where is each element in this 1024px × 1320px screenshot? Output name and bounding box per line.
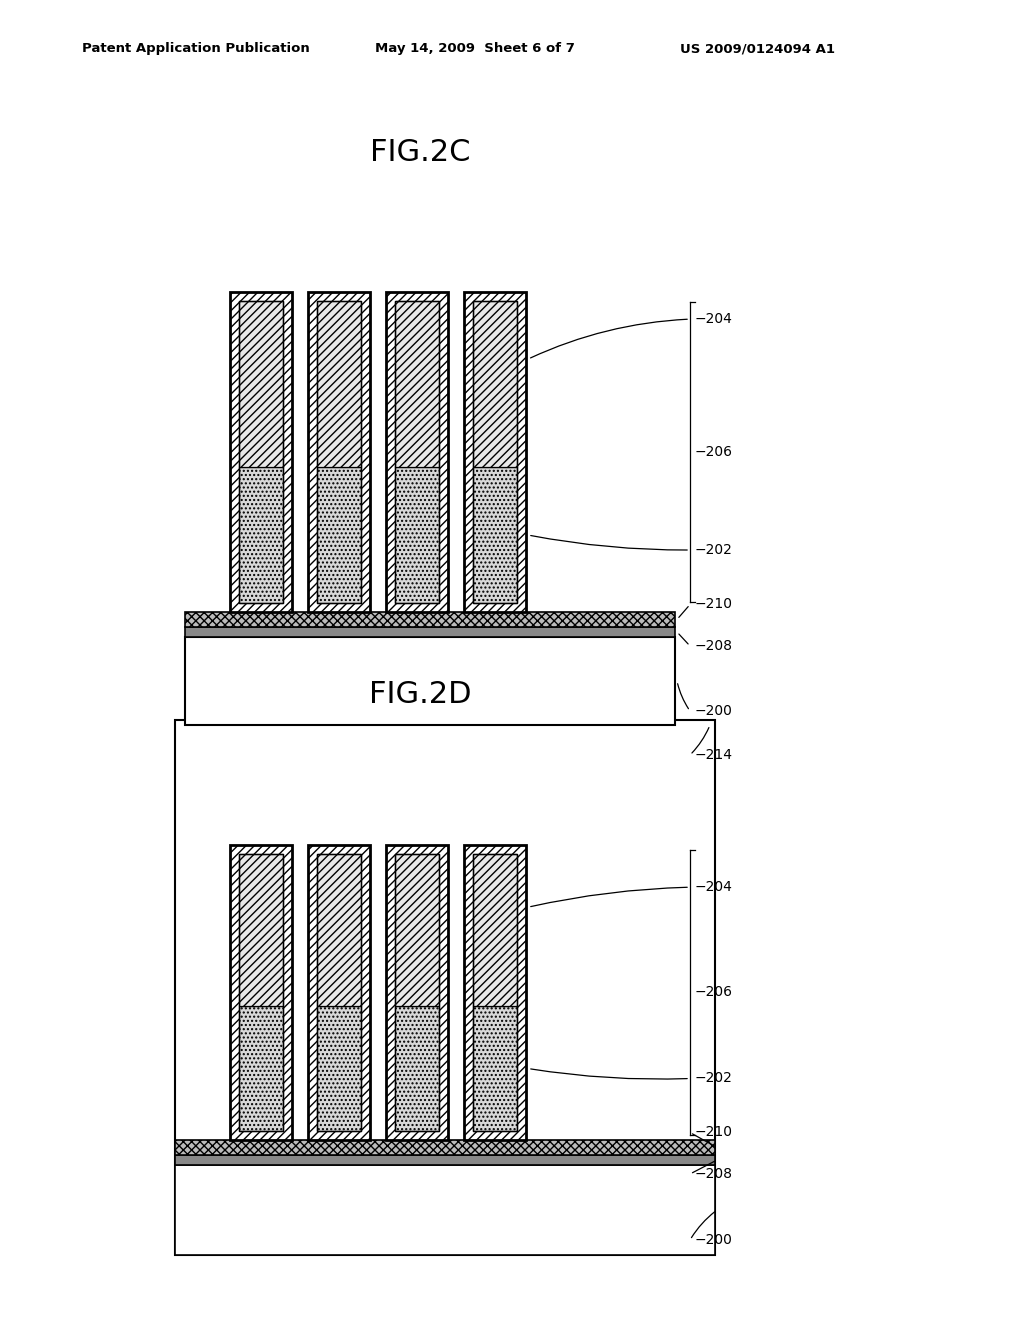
Text: −206: −206 xyxy=(695,445,733,459)
Bar xyxy=(175,1155,715,1166)
Bar xyxy=(317,301,361,467)
Text: −208: −208 xyxy=(695,1167,733,1181)
Bar xyxy=(308,292,370,612)
Bar xyxy=(386,845,449,1140)
Bar xyxy=(317,1006,361,1131)
Bar xyxy=(308,845,370,1140)
Bar xyxy=(317,854,361,1006)
Bar xyxy=(395,301,439,467)
Bar xyxy=(473,467,517,603)
Bar xyxy=(473,854,517,1006)
Bar xyxy=(473,301,517,467)
Bar xyxy=(239,467,283,603)
Bar xyxy=(230,845,292,1140)
Bar xyxy=(473,1006,517,1131)
Bar xyxy=(395,854,439,1131)
Text: FIG.2D: FIG.2D xyxy=(369,680,471,709)
Bar xyxy=(317,301,361,603)
Text: −200: −200 xyxy=(695,704,733,718)
Bar xyxy=(175,1166,715,1255)
Bar xyxy=(230,292,292,612)
Bar xyxy=(464,292,526,612)
Text: −210: −210 xyxy=(695,1126,733,1139)
Text: −204: −204 xyxy=(695,880,733,894)
Text: −200: −200 xyxy=(695,1233,733,1247)
Text: FIG.2C: FIG.2C xyxy=(370,139,470,168)
Text: −208: −208 xyxy=(695,639,733,653)
Text: −202: −202 xyxy=(695,1072,733,1085)
Text: Patent Application Publication: Patent Application Publication xyxy=(82,42,309,55)
Text: −210: −210 xyxy=(695,598,733,611)
Text: −206: −206 xyxy=(695,986,733,999)
Text: US 2009/0124094 A1: US 2009/0124094 A1 xyxy=(680,42,835,55)
Bar xyxy=(317,467,361,603)
Bar xyxy=(473,854,517,1131)
Bar xyxy=(185,627,675,638)
Bar xyxy=(395,854,439,1006)
Bar xyxy=(386,292,449,612)
Bar xyxy=(239,301,283,603)
Text: −214: −214 xyxy=(695,748,733,762)
Text: −202: −202 xyxy=(695,543,733,557)
Text: −204: −204 xyxy=(695,312,733,326)
Bar xyxy=(239,854,283,1006)
Bar xyxy=(185,638,675,725)
Bar xyxy=(185,612,675,627)
Bar xyxy=(395,301,439,603)
Bar xyxy=(317,854,361,1131)
Bar xyxy=(473,301,517,603)
Bar xyxy=(464,845,526,1140)
Bar xyxy=(239,301,283,467)
Text: May 14, 2009  Sheet 6 of 7: May 14, 2009 Sheet 6 of 7 xyxy=(375,42,574,55)
Bar xyxy=(395,467,439,603)
Bar xyxy=(239,854,283,1131)
Bar xyxy=(175,719,715,1255)
Bar xyxy=(239,1006,283,1131)
Bar xyxy=(395,1006,439,1131)
Bar xyxy=(175,1140,715,1155)
